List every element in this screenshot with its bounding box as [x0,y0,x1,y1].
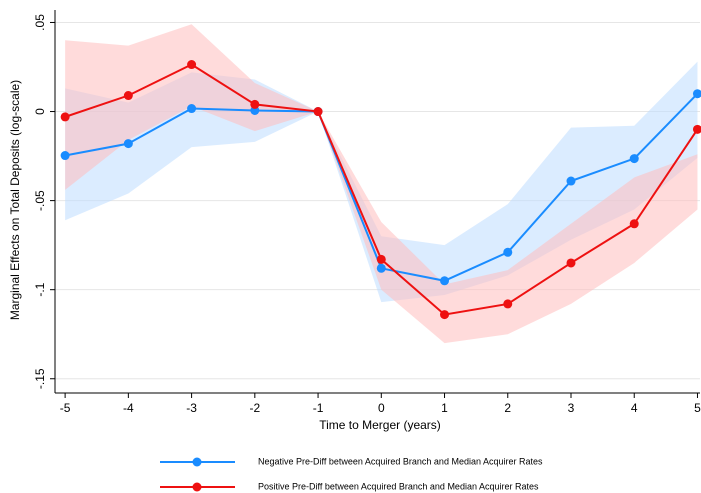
x-tick-label: 4 [631,401,638,415]
x-tick-label: 1 [441,401,448,415]
data-point [629,219,639,229]
ci-band [65,61,698,303]
legend-label: Positive Pre-Diff between Acquired Branc… [258,481,539,491]
legend-marker [192,482,202,492]
data-point [503,299,513,309]
x-tick-label: -4 [123,401,134,415]
y-tick-label: -.15 [33,368,47,389]
x-tick-label: 3 [568,401,575,415]
data-point [692,89,701,99]
data-point [313,107,323,117]
x-tick-label: -3 [186,401,197,415]
data-point [60,112,70,122]
data-point [250,99,260,109]
data-point [440,276,450,286]
data-point [566,176,576,186]
data-point [440,310,450,320]
y-tick-label: 0 [33,108,47,115]
legend-label: Negative Pre-Diff between Acquired Branc… [258,456,543,466]
x-tick-label: 5 [694,401,701,415]
legend-marker [192,457,202,467]
data-point [123,139,133,149]
x-tick-label: 0 [378,401,385,415]
data-point [376,263,386,273]
data-point [376,254,386,264]
data-point [187,104,197,114]
y-tick-label: .05 [33,14,47,31]
x-tick-label: -5 [60,401,71,415]
y-axis-label: Marginal Effects on Total Deposits (log-… [8,80,22,320]
data-point [566,258,576,268]
ci-band [65,24,698,344]
y-tick-label: -.1 [33,282,47,296]
data-point [629,154,639,164]
data-point [60,151,70,161]
data-point [503,247,513,257]
data-point [187,60,197,70]
x-tick-label: -2 [249,401,260,415]
data-point [123,91,133,101]
y-tick-label: -.05 [33,190,47,211]
x-tick-label: 2 [504,401,511,415]
x-tick-label: -1 [313,401,324,415]
data-point [692,124,701,134]
x-axis-label: Time to Merger (years) [319,418,441,432]
